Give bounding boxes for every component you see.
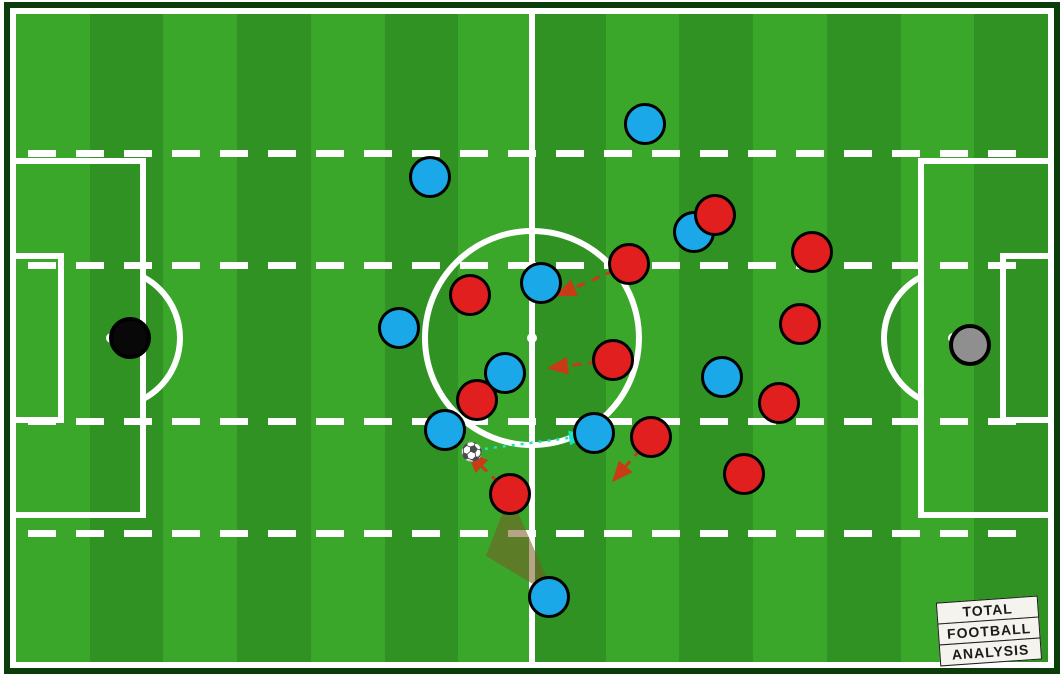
zone-line <box>28 530 1036 537</box>
player-red <box>449 274 491 316</box>
ball-icon: ⚽ <box>462 442 482 462</box>
six-yard-line <box>1000 253 1006 423</box>
zone-line <box>28 418 1036 425</box>
player-red <box>608 243 650 285</box>
watermark: TOTALFOOTBALLANALYSIS <box>936 597 1042 667</box>
player-blue <box>409 156 451 198</box>
player-red <box>694 194 736 236</box>
penalty-box-line <box>918 512 1048 518</box>
player-red <box>456 379 498 421</box>
player-blue <box>528 576 570 618</box>
zone-line <box>28 150 1036 157</box>
player-blue <box>573 412 615 454</box>
player-red <box>630 416 672 458</box>
centre-spot <box>527 333 537 343</box>
penalty-box-line <box>918 158 1048 164</box>
goalkeeper-right <box>949 324 991 366</box>
player-red <box>791 231 833 273</box>
player-blue <box>424 409 466 451</box>
player-red <box>723 453 765 495</box>
player-red <box>592 339 634 381</box>
goalkeeper-left <box>109 317 151 359</box>
player-red <box>779 303 821 345</box>
six-yard-line <box>1000 253 1048 259</box>
player-red <box>489 473 531 515</box>
penalty-box-line <box>16 158 146 164</box>
penalty-box-line <box>16 512 146 518</box>
player-blue <box>378 307 420 349</box>
six-yard-line <box>16 253 64 259</box>
penalty-box-line <box>918 158 924 518</box>
six-yard-line <box>58 253 64 423</box>
player-blue <box>520 262 562 304</box>
player-blue <box>624 103 666 145</box>
pitch <box>10 8 1054 668</box>
player-red <box>758 382 800 424</box>
player-blue <box>701 356 743 398</box>
